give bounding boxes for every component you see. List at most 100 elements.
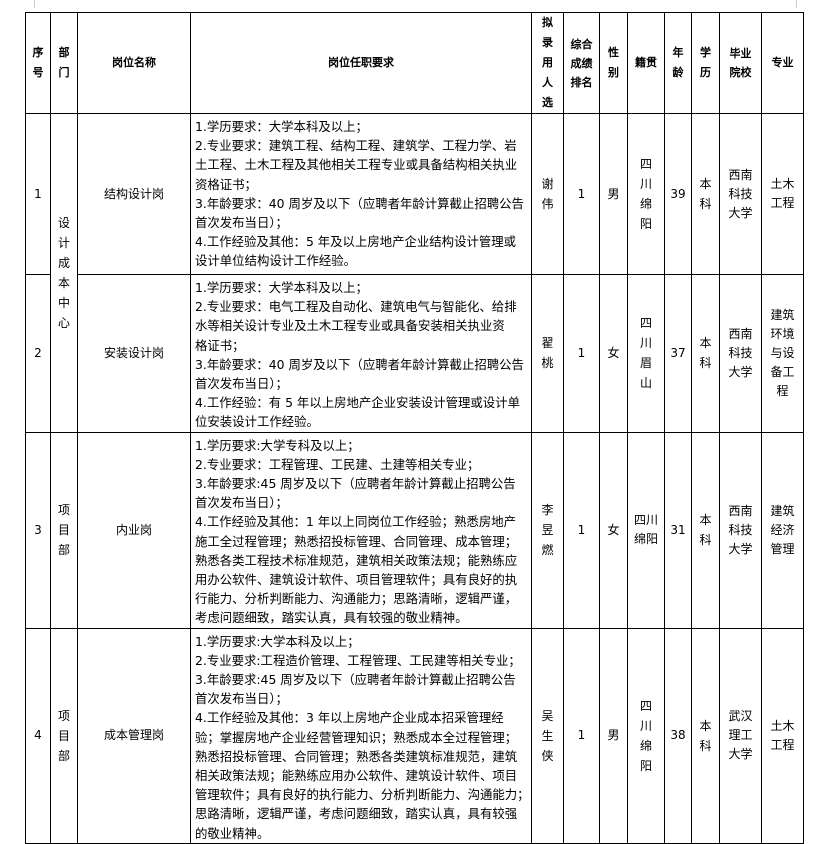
requirement-line: 4.工作经验及其他：1 年以上同岗位工作经验；熟悉房地产 xyxy=(195,514,517,530)
education: 本科 xyxy=(691,431,720,629)
requirement-line: 首次发布当日）； xyxy=(195,495,288,511)
header-cell: 年龄 xyxy=(664,12,692,114)
requirement-line: 设计单位结构设计工作经验。 xyxy=(195,253,357,269)
header-row: 序号 部门 岗位名称 岗位任职要求 拟录用人选 综合成绩排名 性别 籍贯 年龄 … xyxy=(25,12,804,114)
recruitment-table: 序号 部门 岗位名称 岗位任职要求 拟录用人选 综合成绩排名 性别 籍贯 年龄 … xyxy=(25,12,804,844)
requirement-line: 1.学历要求:大学专科及以上； xyxy=(195,437,360,453)
requirement-line: 用办公软件、建筑设计软件、项目管理软件；具有良好的执 xyxy=(195,572,518,588)
table-row: 1 设计成本中心 结构设计岗 1.学历要求：大学本科及以上； 2.专业要求：建筑工程、结… xyxy=(25,113,804,433)
requirement-line: 格证书； xyxy=(195,337,245,353)
rank: 1 xyxy=(563,431,600,629)
candidate-name: 李昱燃 xyxy=(531,431,564,629)
requirements: 1.学历要求:大学本科及以上； 2.专业要求:工程造价管理、工程管理、工民建等相关… xyxy=(190,627,532,844)
header-cell: 序号 xyxy=(25,12,51,114)
requirement-line: 考虑问题细致，踏实认真，具有较强的敬业精神。 xyxy=(195,610,468,626)
education: 本科 xyxy=(691,113,720,275)
requirement-line: 2.专业要求：电气工程及自动化、建筑电气与智能化、给排 xyxy=(195,299,517,315)
age: 39 xyxy=(664,113,692,275)
requirement-line: 熟悉各类工程技术标准规范，建筑相关政策法规；能熟练应 xyxy=(195,552,518,568)
post-name: 内业岗 xyxy=(77,431,191,629)
table-row: 3 项目部 内业岗 1.学历要求:大学专科及以上； 2.专业要求：工程管理、工民建、土建… xyxy=(25,431,804,629)
requirement-line: 首次发布当日）； xyxy=(195,215,288,231)
header-cell: 岗位任职要求 xyxy=(190,12,532,114)
requirement-line: 水等相关设计专业及土木工程专业或具备安装相关执业资 xyxy=(195,318,505,334)
header-cell: 拟录用人选 xyxy=(531,12,564,114)
page-edge-mark xyxy=(34,0,35,8)
requirements: 1.学历要求:大学专科及以上； 2.专业要求：工程管理、工民建、土建等相关专业； 3… xyxy=(190,431,532,629)
origin: 四川眉山 xyxy=(627,274,665,433)
age: 38 xyxy=(664,627,692,844)
school: 西南科技大学 xyxy=(719,431,762,629)
age: 31 xyxy=(664,431,692,629)
requirement-line: 熟悉招投标管理、合同管理；熟悉各类建筑标准规范，建筑 xyxy=(195,748,518,764)
requirement-line: 位安装设计工作经验。 xyxy=(195,414,319,430)
header-cell: 籍贯 xyxy=(627,12,665,114)
requirement-line: 1.学历要求：大学本科及以上； xyxy=(195,119,368,134)
requirement-line: 2.专业要求:工程造价管理、工程管理、工民建等相关专业； xyxy=(195,652,521,668)
row-number: 4 xyxy=(25,627,51,844)
requirement-line: 3.年龄要求:45 周岁及以下（应聘者年龄计算截止招聘公告 xyxy=(195,476,516,492)
school: 武汉理工大学 xyxy=(719,627,762,844)
requirement-line: 3.年龄要求:45 周岁及以下（应聘者年龄计算截止招聘公告 xyxy=(195,672,516,688)
rank: 1 xyxy=(563,627,600,844)
requirement-line: 施工全过程管理；熟悉招投标管理、合同管理、成本管理； xyxy=(195,533,518,549)
post-name: 结构设计岗 xyxy=(77,113,191,275)
education: 本科 xyxy=(691,274,720,433)
header-cell: 岗位名称 xyxy=(77,12,191,114)
origin: 四川绵阳 xyxy=(627,431,665,629)
requirement-line: 土工程、土木工程及其他相关工程专业或具备结构相关执业 xyxy=(195,157,518,173)
header-cell: 专业 xyxy=(761,12,804,114)
major: 土木工程 xyxy=(761,627,804,844)
header-cell: 性别 xyxy=(599,12,628,114)
rank: 1 xyxy=(563,113,600,275)
requirement-line: 3.年龄要求：40 周岁及以下（应聘者年龄计算截止招聘公告 xyxy=(195,356,524,372)
page-edge-mark xyxy=(796,0,797,8)
age: 37 xyxy=(664,274,692,433)
post-name: 成本管理岗 xyxy=(77,627,191,844)
requirement-line: 思路清晰，逻辑严谨，考虑问题细致，踏实认真，具有较强 xyxy=(195,806,518,822)
requirement-line: 验；掌握房地产企业经营管理知识；熟悉成本全过程管理； xyxy=(195,729,518,745)
row-number: 3 xyxy=(25,431,51,629)
header-cell: 毕业院校 xyxy=(719,12,762,114)
table-row: 4 项目部 成本管理岗 1.学历要求:大学本科及以上； 2.专业要求:工程造价管理、工程… xyxy=(25,627,804,844)
row-number: 2 xyxy=(25,274,51,433)
requirement-line: 2.专业要求：建筑工程、结构工程、建筑学、工程力学、岩 xyxy=(195,138,517,154)
major: 土木工程 xyxy=(761,113,804,275)
gender: 男 xyxy=(599,113,628,275)
candidate-name: 翟桃 xyxy=(531,274,564,433)
gender: 女 xyxy=(599,274,628,433)
gender: 男 xyxy=(599,627,628,844)
requirement-line: 1.学历要求：大学本科及以上； xyxy=(195,280,368,295)
requirement-line: 的敬业精神。 xyxy=(195,825,270,841)
post-name: 安装设计岗 xyxy=(77,274,191,433)
requirement-line: 2.专业要求：工程管理、工民建、土建等相关专业； xyxy=(195,456,480,472)
requirement-line: 资格证书； xyxy=(195,176,257,192)
requirement-line: 相关政策法规；能熟练应用办公软件、建筑设计软件、项目 xyxy=(195,768,518,784)
requirement-line: 首次发布当日）； xyxy=(195,376,288,392)
origin: 四川绵阳 xyxy=(627,627,665,844)
requirement-line: 1.学历要求:大学本科及以上； xyxy=(195,633,360,649)
department-cell: 项目部 xyxy=(50,627,78,844)
gender: 女 xyxy=(599,431,628,629)
department-cell: 设计成本中心 xyxy=(50,113,78,433)
header-cell: 部门 xyxy=(50,12,78,114)
header-cell: 综合成绩排名 xyxy=(563,12,600,114)
requirement-line: 4.工作经验及其他：3 年以上房地产企业成本招采管理经 xyxy=(195,710,504,726)
requirement-line: 3.年龄要求：40 周岁及以下（应聘者年龄计算截止招聘公告 xyxy=(195,195,524,211)
major: 建筑经济管理 xyxy=(761,431,804,629)
row-number: 1 xyxy=(25,113,51,275)
requirement-line: 行能力、分析判断能力、沟通能力；思路清晰，逻辑严谨， xyxy=(195,591,518,607)
candidate-name: 谢伟 xyxy=(531,113,564,275)
requirement-line: 管理软件；具有良好的执行能力、分析判断能力、沟通能力； xyxy=(195,787,530,803)
department-cell: 项目部 xyxy=(50,431,78,629)
origin: 四川绵阳 xyxy=(627,113,665,275)
rank: 1 xyxy=(563,274,600,433)
school: 西南科技大学 xyxy=(719,274,762,433)
table-row: 2 安装设计岗 1.学历要求：大学本科及以上； 2.专业要求：电气工程及自动化、建筑电… xyxy=(25,274,804,433)
major: 建筑环境与设备工程 xyxy=(761,274,804,433)
requirements: 1.学历要求：大学本科及以上； 2.专业要求：建筑工程、结构工程、建筑学、工程力学… xyxy=(190,113,532,275)
requirement-line: 首次发布当日）； xyxy=(195,691,288,707)
education: 本科 xyxy=(691,627,720,844)
requirement-line: 4.工作经验及其他：5 年及以上房地产企业结构设计管理或 xyxy=(195,234,517,250)
requirement-line: 4.工作经验：有 5 年以上房地产企业安装设计管理或设计单 xyxy=(195,395,520,411)
